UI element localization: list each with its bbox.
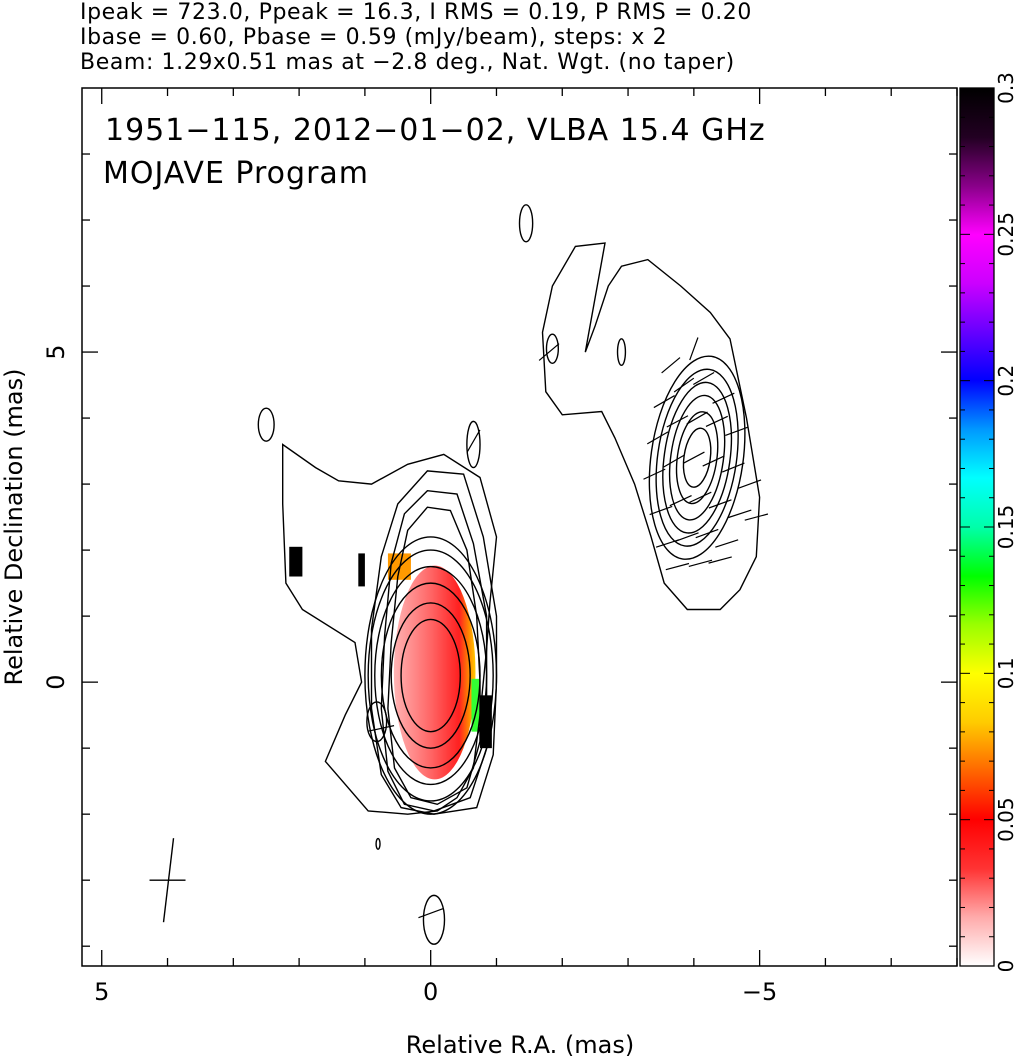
core-contour-0 bbox=[400, 618, 461, 733]
evpa-stick-jet-24 bbox=[715, 539, 739, 548]
core-contour-4 bbox=[367, 549, 494, 802]
evpa-stick-jet-23 bbox=[695, 528, 719, 539]
evpa-stick-jet-27 bbox=[708, 556, 732, 564]
outer-contour bbox=[282, 443, 498, 815]
evpa-stick-jet-15 bbox=[649, 505, 673, 516]
evpa-stick-jet-13 bbox=[721, 462, 745, 473]
evpa-stick-jet-4 bbox=[646, 431, 669, 445]
chart-subtitle: MOJAVE Program bbox=[103, 156, 369, 191]
evpa-stick-jet-1 bbox=[673, 377, 695, 393]
evpa-stick-jet-17 bbox=[689, 491, 712, 503]
header-line-2: Ibase = 0.60, Pbase = 0.59 (mJy/beam), s… bbox=[80, 25, 668, 50]
evpa-stick-jet-0 bbox=[653, 395, 675, 409]
chart-title: 1951−115, 2012−01−02, VLBA 15.4 GHz bbox=[105, 113, 766, 148]
jet-knot-contour-3 bbox=[662, 381, 733, 534]
plot-frame bbox=[81, 87, 958, 967]
core-contour-outer-0 bbox=[387, 506, 481, 806]
evpa-stick-jet-25 bbox=[665, 562, 690, 571]
colorbar-tick-label-5: 0.25 bbox=[994, 212, 1018, 257]
jet-knot-contour-4 bbox=[655, 368, 739, 547]
core-contour-outer-1 bbox=[380, 489, 488, 812]
jet-knot-contour-0 bbox=[682, 427, 712, 488]
evpa-stick-jet-3 bbox=[712, 392, 735, 404]
evpa-stick-jet-21 bbox=[655, 539, 680, 548]
jet-knot-contour-1 bbox=[675, 411, 719, 505]
y-tick-label-1: 5 bbox=[42, 344, 70, 359]
contour-island-2 bbox=[616, 338, 627, 366]
colorbar-tick-label-3: 0.15 bbox=[994, 505, 1018, 550]
x-tick-label-2: −5 bbox=[742, 978, 777, 1006]
evpa-stick-jet-14 bbox=[738, 479, 762, 489]
evpa-stick-jet-8 bbox=[725, 426, 749, 436]
evpa-stick-jet-28 bbox=[689, 337, 699, 361]
core-contour-1 bbox=[390, 602, 471, 749]
colorbar-tick-label-4: 0.2 bbox=[994, 365, 1018, 397]
evpa-stick-jet-7 bbox=[705, 415, 728, 427]
evpa-stick-jet-6 bbox=[686, 411, 708, 425]
y-tick-label-0: 0 bbox=[42, 674, 70, 689]
contour-island-1 bbox=[545, 333, 560, 364]
evpa-stick-jet-9 bbox=[643, 468, 666, 480]
fractional-polarization-edge bbox=[471, 678, 480, 732]
evpa-stick-jet-26 bbox=[688, 559, 713, 567]
evpa-stick-jet-29 bbox=[661, 357, 681, 374]
core-contour-2 bbox=[380, 582, 481, 769]
polarization-block-2 bbox=[480, 695, 492, 749]
jet-contour bbox=[541, 242, 761, 611]
evpa-stick-jet-10 bbox=[663, 454, 685, 468]
evpa-stick-jet-18 bbox=[708, 499, 732, 509]
contour-island-0 bbox=[518, 204, 534, 243]
core-contour-3 bbox=[374, 565, 488, 786]
core-contour-5 bbox=[364, 536, 498, 815]
x-axis-label: Relative R.A. (mas) bbox=[406, 1031, 634, 1059]
x-tick-label-1: 0 bbox=[423, 978, 438, 1006]
evpa-stick-jet-22 bbox=[675, 532, 699, 542]
evpa-stick-3 bbox=[418, 908, 444, 919]
evpa-stick-jet-2 bbox=[693, 371, 715, 385]
evpa-stick-jet-11 bbox=[682, 451, 705, 464]
contour-island-4 bbox=[466, 420, 481, 469]
contour-island-7 bbox=[422, 894, 446, 945]
x-tick-label-0: 5 bbox=[94, 978, 109, 1006]
contour-island-3 bbox=[257, 407, 275, 442]
evpa-stick-jet-12 bbox=[702, 455, 725, 467]
polarization-block-1 bbox=[358, 553, 365, 587]
evpa-stick-0 bbox=[538, 343, 560, 361]
colorbar-tick-label-1: 0.05 bbox=[994, 797, 1018, 842]
colorbar-tick-label-6: 0.3 bbox=[994, 72, 1018, 104]
contour-island-5 bbox=[366, 701, 388, 743]
axis-ticks: 5 0 −5 0 5 bbox=[42, 88, 958, 1006]
y-axis-label: Relative Declination (mas) bbox=[0, 368, 28, 685]
beam-cross-vertical bbox=[162, 838, 175, 923]
header-line-1: Ipeak = 723.0, Ppeak = 16.3, I RMS = 0.1… bbox=[80, 0, 752, 25]
jet-knot-contour-2 bbox=[668, 394, 726, 521]
evpa-stick-jet-20 bbox=[744, 513, 769, 521]
evpa-stick-jet-19 bbox=[728, 509, 752, 519]
header-line-3: Beam: 1.29x0.51 mas at −2.8 deg., Nat. W… bbox=[80, 50, 735, 75]
evpa-stick-1 bbox=[466, 429, 481, 453]
colorbar: 0 0.05 0.1 0.15 0.2 0.25 0.3 bbox=[959, 72, 1018, 973]
plot-content bbox=[149, 204, 769, 945]
evpa-stick-2 bbox=[368, 725, 395, 732]
evpa-stick-jet-5 bbox=[666, 415, 689, 428]
core-contour-outer-2 bbox=[370, 470, 498, 815]
evpa-stick-jet-16 bbox=[669, 494, 692, 507]
colorbar-tick-label-2: 0.1 bbox=[994, 657, 1018, 689]
polarization-block-0 bbox=[289, 546, 303, 577]
contour-island-6 bbox=[375, 837, 381, 850]
colorbar-tick-label-0: 0 bbox=[994, 960, 1018, 973]
